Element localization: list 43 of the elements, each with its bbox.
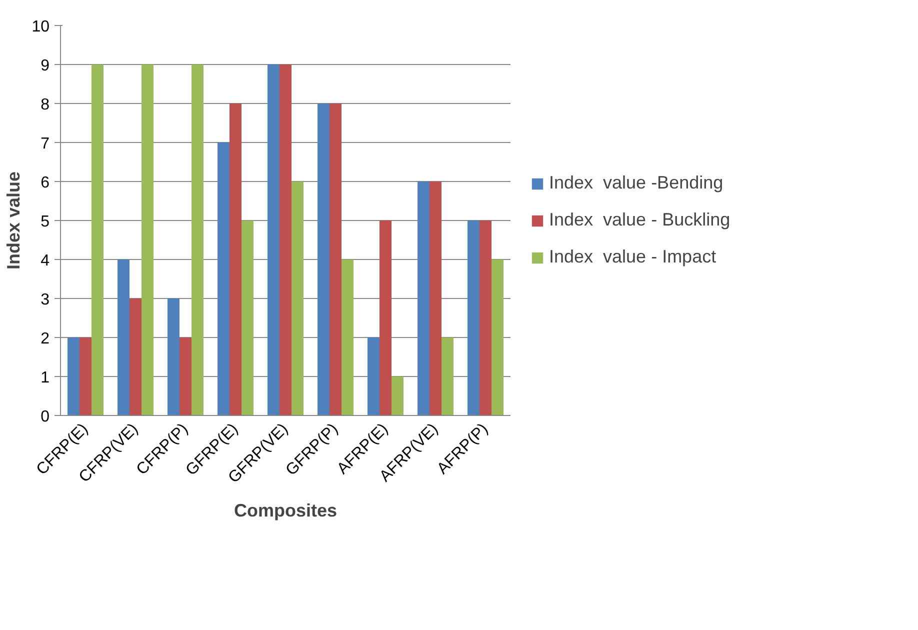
bar xyxy=(68,338,80,416)
y-tick-label: 8 xyxy=(40,96,50,114)
legend-label: Index value -Bending xyxy=(549,172,724,194)
bar xyxy=(492,260,504,416)
bar xyxy=(330,104,342,416)
bar xyxy=(430,182,442,416)
bar xyxy=(268,64,280,416)
bar xyxy=(442,338,454,416)
bar xyxy=(342,260,354,416)
y-axis-title: Index value xyxy=(4,171,24,270)
legend-label: Index value - Impact xyxy=(549,246,716,268)
bar xyxy=(318,104,330,416)
bar xyxy=(368,338,380,416)
bar xyxy=(168,298,180,416)
bar xyxy=(480,220,492,416)
y-tick-label: 3 xyxy=(40,292,50,308)
bar xyxy=(92,64,104,416)
y-tick-label: 1 xyxy=(40,370,50,386)
bar xyxy=(292,182,304,416)
y-tick-label: 7 xyxy=(40,136,50,152)
bar xyxy=(218,142,230,416)
bar xyxy=(192,64,204,416)
y-tick-label: 0 xyxy=(40,408,50,426)
bar xyxy=(230,104,242,416)
y-tick-label: 10 xyxy=(32,18,50,36)
y-tick-label: 5 xyxy=(40,214,50,230)
y-tick-label: 6 xyxy=(40,174,50,192)
y-tick-label: 2 xyxy=(40,330,50,348)
bar xyxy=(418,182,430,416)
legend-label: Index value - Buckling xyxy=(549,210,730,230)
bar xyxy=(242,220,254,416)
bar xyxy=(180,338,192,416)
y-tick-label: 4 xyxy=(40,252,50,270)
bar xyxy=(392,376,404,416)
bar xyxy=(280,64,292,416)
x-axis-title: Composites xyxy=(234,500,338,521)
bar xyxy=(380,220,392,416)
y-tick-label: 9 xyxy=(40,58,50,74)
bar xyxy=(468,220,480,416)
bar xyxy=(118,260,130,416)
bar xyxy=(130,298,142,416)
bar xyxy=(80,338,92,416)
bar xyxy=(142,64,154,416)
